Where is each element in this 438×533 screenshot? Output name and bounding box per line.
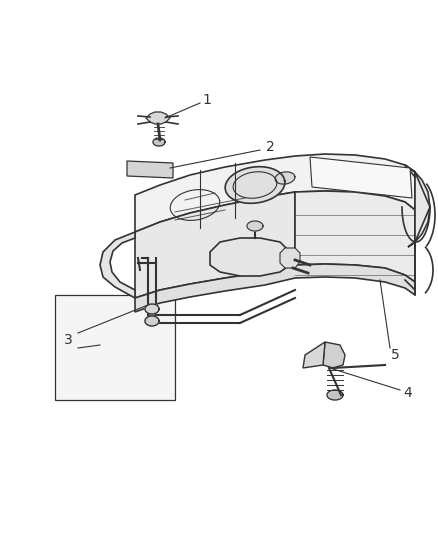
Polygon shape: [327, 390, 343, 400]
Polygon shape: [225, 167, 285, 203]
Polygon shape: [303, 342, 325, 368]
Polygon shape: [100, 232, 135, 298]
Polygon shape: [146, 112, 170, 124]
Polygon shape: [135, 154, 415, 232]
Polygon shape: [145, 316, 159, 326]
Polygon shape: [135, 264, 415, 312]
Text: 1: 1: [202, 93, 212, 107]
Text: 4: 4: [404, 386, 412, 400]
Polygon shape: [55, 295, 175, 400]
Text: 3: 3: [64, 333, 72, 347]
Polygon shape: [310, 157, 412, 198]
Polygon shape: [135, 192, 295, 298]
Polygon shape: [247, 221, 263, 231]
Polygon shape: [210, 238, 290, 276]
Polygon shape: [405, 165, 430, 247]
Polygon shape: [295, 191, 415, 282]
Text: 2: 2: [265, 140, 274, 154]
Text: 5: 5: [391, 348, 399, 362]
Polygon shape: [153, 138, 165, 146]
Polygon shape: [145, 304, 159, 314]
Polygon shape: [127, 161, 173, 178]
Polygon shape: [275, 172, 295, 184]
Polygon shape: [280, 248, 300, 268]
Polygon shape: [323, 342, 345, 368]
